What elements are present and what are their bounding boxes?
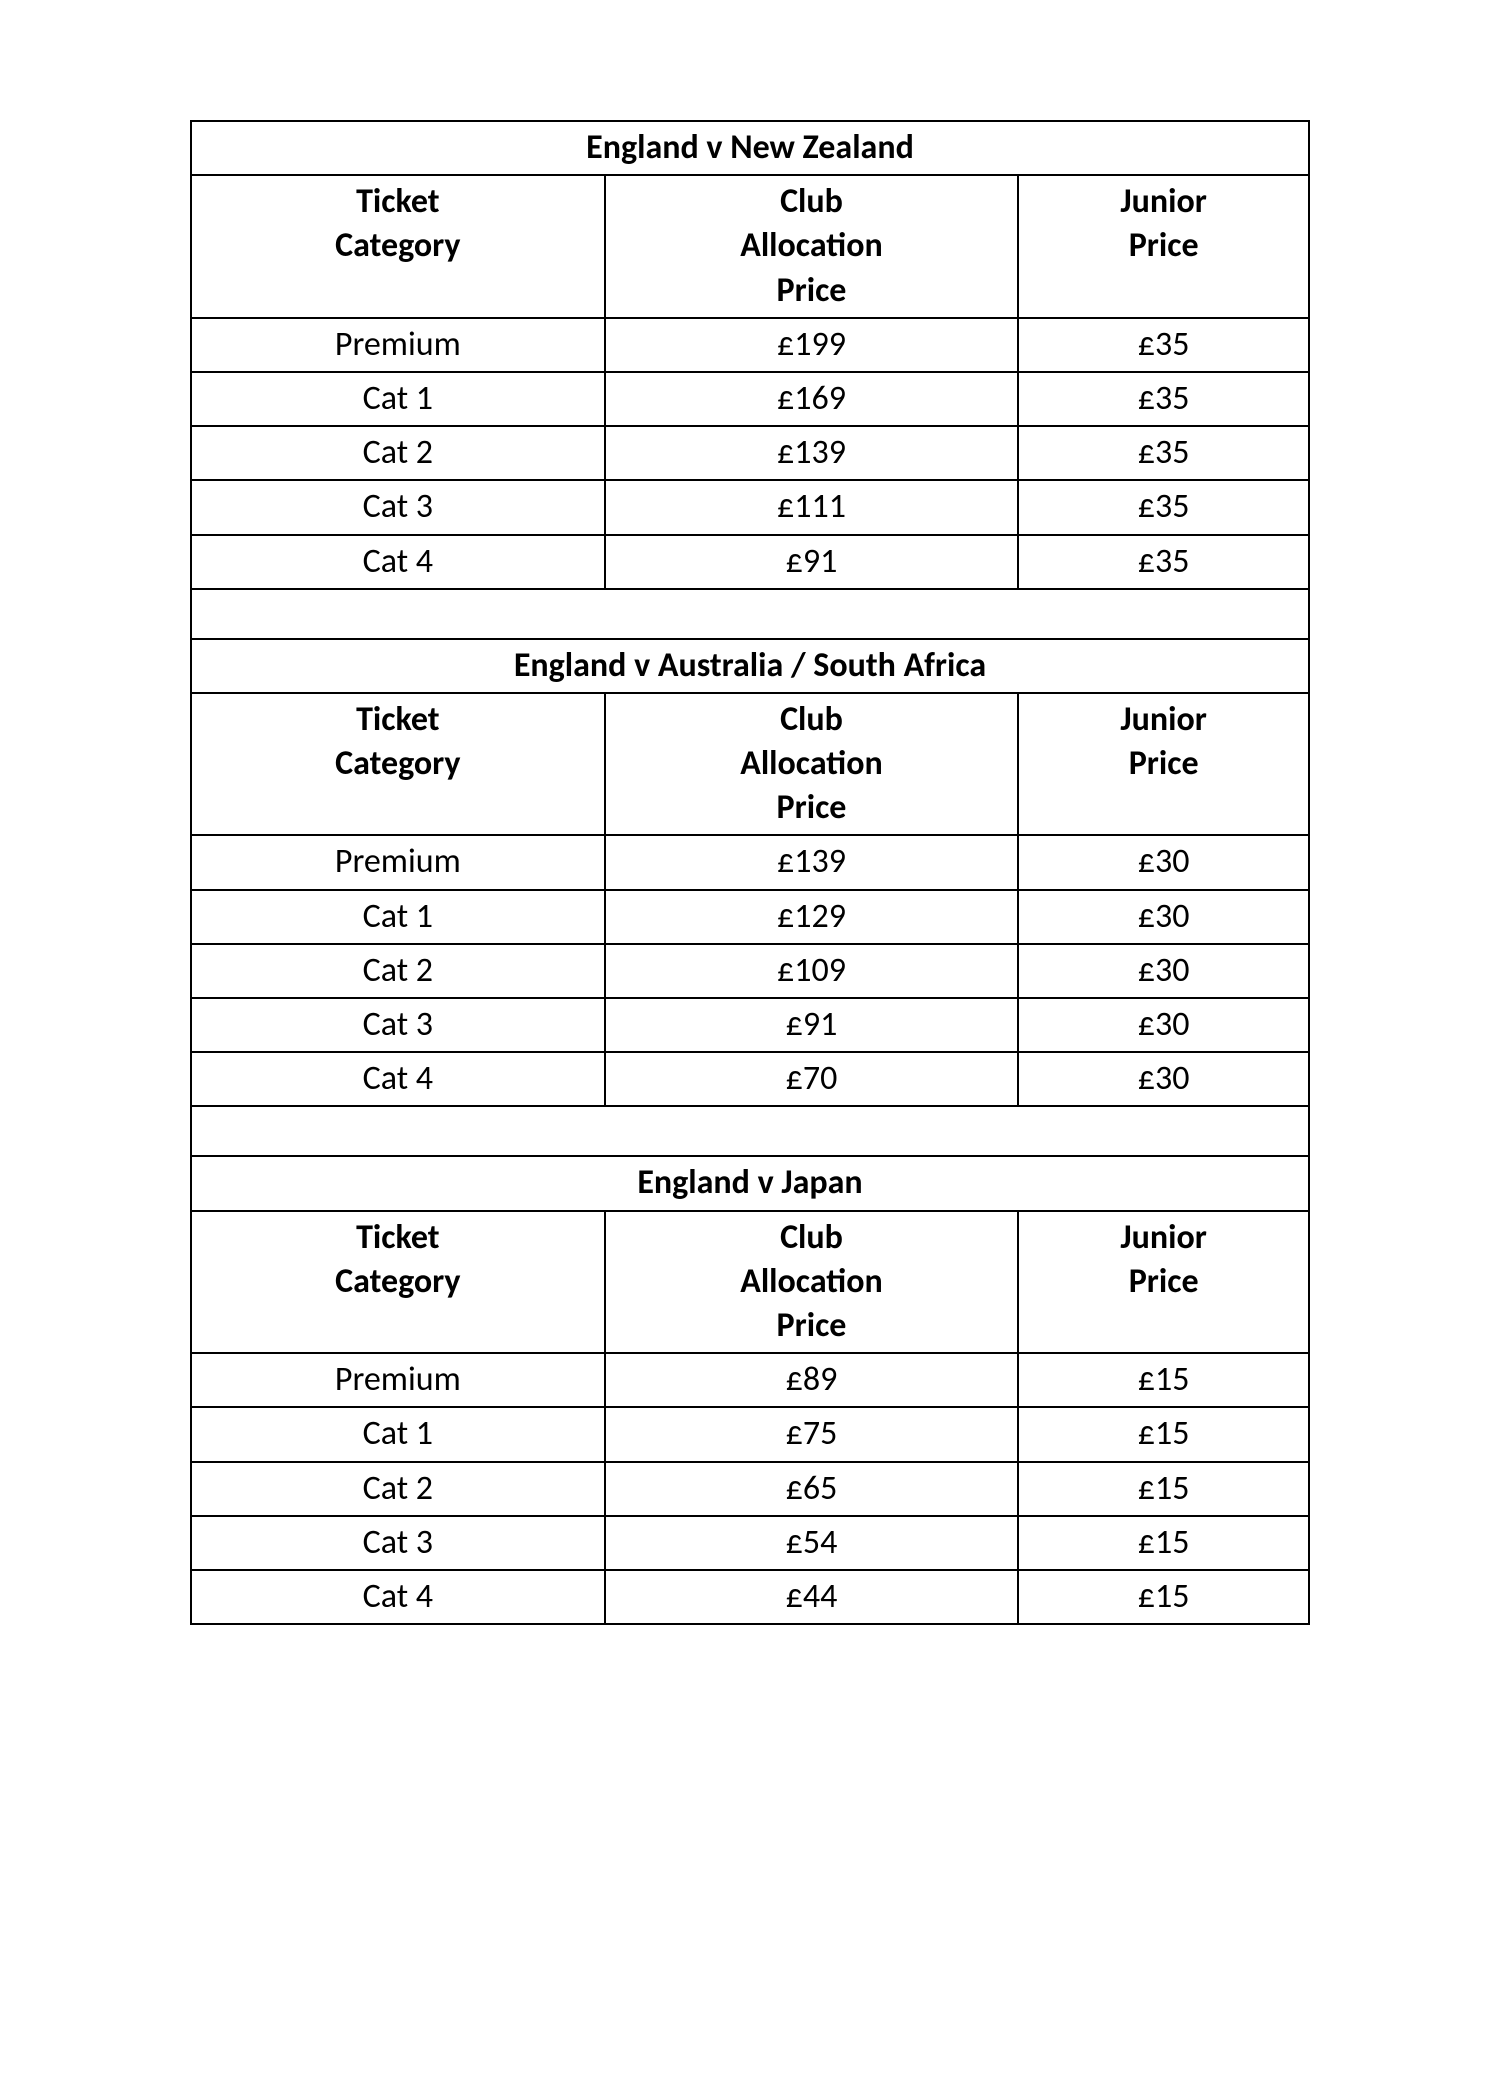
column-header-row: TicketCategory ClubAllocationPrice Junio… — [191, 693, 1309, 836]
col-header-line1: JuniorPrice — [1027, 698, 1300, 786]
cell-club: £75 — [605, 1407, 1019, 1461]
cell-category: Cat 4 — [191, 1052, 605, 1106]
cell-junior: £15 — [1018, 1570, 1309, 1624]
cell-club: £139 — [605, 835, 1019, 889]
cell-club: £70 — [605, 1052, 1019, 1106]
cell-club: £109 — [605, 944, 1019, 998]
col-header-line1: TicketCategory — [200, 180, 596, 268]
cell-club: £139 — [605, 426, 1019, 480]
cell-junior: £15 — [1018, 1516, 1309, 1570]
cell-category: Cat 1 — [191, 890, 605, 944]
cell-category: Cat 2 — [191, 944, 605, 998]
spacer-row — [191, 1106, 1309, 1156]
table-row: Cat 1 £129 £30 — [191, 890, 1309, 944]
cell-junior: £35 — [1018, 318, 1309, 372]
cell-club: £129 — [605, 890, 1019, 944]
cell-category: Premium — [191, 1353, 605, 1407]
cell-club: £91 — [605, 535, 1019, 589]
cell-club: £91 — [605, 998, 1019, 1052]
column-header-row: TicketCategory ClubAllocationPrice Junio… — [191, 175, 1309, 318]
cell-club: £111 — [605, 480, 1019, 534]
cell-junior: £30 — [1018, 890, 1309, 944]
col-header-line1: JuniorPrice — [1027, 1216, 1300, 1304]
match-title-row: England v New Zealand — [191, 121, 1309, 175]
table-row: Premium £199 £35 — [191, 318, 1309, 372]
table-row: Cat 4 £70 £30 — [191, 1052, 1309, 1106]
col-header-junior: JuniorPrice — [1018, 175, 1309, 318]
col-header-club: ClubAllocationPrice — [605, 693, 1019, 836]
cell-club: £44 — [605, 1570, 1019, 1624]
cell-club: £169 — [605, 372, 1019, 426]
col-header-line1: TicketCategory — [200, 1216, 596, 1304]
col-header-line1: JuniorPrice — [1027, 180, 1300, 268]
cell-category: Cat 3 — [191, 998, 605, 1052]
cell-club: £199 — [605, 318, 1019, 372]
cell-junior: £15 — [1018, 1462, 1309, 1516]
cell-junior: £15 — [1018, 1407, 1309, 1461]
cell-junior: £35 — [1018, 535, 1309, 589]
table-row: Cat 2 £139 £35 — [191, 426, 1309, 480]
cell-category: Cat 2 — [191, 1462, 605, 1516]
cell-junior: £15 — [1018, 1353, 1309, 1407]
table-row: Cat 3 £54 £15 — [191, 1516, 1309, 1570]
cell-junior: £35 — [1018, 480, 1309, 534]
col-header-category: TicketCategory — [191, 693, 605, 836]
spacer-cell — [191, 1106, 1309, 1156]
col-header-junior: JuniorPrice — [1018, 693, 1309, 836]
cell-club: £65 — [605, 1462, 1019, 1516]
cell-category: Cat 3 — [191, 1516, 605, 1570]
col-header-club: ClubAllocationPrice — [605, 1211, 1019, 1354]
col-header-category: TicketCategory — [191, 175, 605, 318]
match-title-row: England v Japan — [191, 1156, 1309, 1210]
col-header-line1: ClubAllocationPrice — [614, 698, 1010, 831]
col-header-line1: ClubAllocationPrice — [614, 180, 1010, 313]
cell-club: £89 — [605, 1353, 1019, 1407]
match-title: England v New Zealand — [191, 121, 1309, 175]
cell-category: Cat 1 — [191, 1407, 605, 1461]
table-row: Cat 2 £109 £30 — [191, 944, 1309, 998]
spacer-cell — [191, 589, 1309, 639]
table-row: Cat 4 £91 £35 — [191, 535, 1309, 589]
cell-category: Premium — [191, 318, 605, 372]
table-row: Premium £139 £30 — [191, 835, 1309, 889]
table-row: Cat 1 £75 £15 — [191, 1407, 1309, 1461]
table-row: Premium £89 £15 — [191, 1353, 1309, 1407]
col-header-club: ClubAllocationPrice — [605, 175, 1019, 318]
cell-club: £54 — [605, 1516, 1019, 1570]
col-header-category: TicketCategory — [191, 1211, 605, 1354]
match-title-row: England v Australia / South Africa — [191, 639, 1309, 693]
page: England v New Zealand TicketCategory Clu… — [0, 0, 1500, 1745]
cell-junior: £35 — [1018, 426, 1309, 480]
table-row: Cat 4 £44 £15 — [191, 1570, 1309, 1624]
cell-category: Cat 1 — [191, 372, 605, 426]
cell-junior: £35 — [1018, 372, 1309, 426]
col-header-line1: ClubAllocationPrice — [614, 1216, 1010, 1349]
col-header-junior: JuniorPrice — [1018, 1211, 1309, 1354]
match-title: England v Japan — [191, 1156, 1309, 1210]
column-header-row: TicketCategory ClubAllocationPrice Junio… — [191, 1211, 1309, 1354]
col-header-line1: TicketCategory — [200, 698, 596, 786]
table-row: Cat 2 £65 £15 — [191, 1462, 1309, 1516]
cell-junior: £30 — [1018, 998, 1309, 1052]
cell-junior: £30 — [1018, 1052, 1309, 1106]
cell-category: Cat 3 — [191, 480, 605, 534]
spacer-row — [191, 589, 1309, 639]
match-title: England v Australia / South Africa — [191, 639, 1309, 693]
cell-category: Premium — [191, 835, 605, 889]
table-row: Cat 1 £169 £35 — [191, 372, 1309, 426]
pricing-table: England v New Zealand TicketCategory Clu… — [190, 120, 1310, 1625]
cell-junior: £30 — [1018, 944, 1309, 998]
table-row: Cat 3 £111 £35 — [191, 480, 1309, 534]
cell-category: Cat 4 — [191, 535, 605, 589]
table-row: Cat 3 £91 £30 — [191, 998, 1309, 1052]
cell-junior: £30 — [1018, 835, 1309, 889]
cell-category: Cat 4 — [191, 1570, 605, 1624]
cell-category: Cat 2 — [191, 426, 605, 480]
